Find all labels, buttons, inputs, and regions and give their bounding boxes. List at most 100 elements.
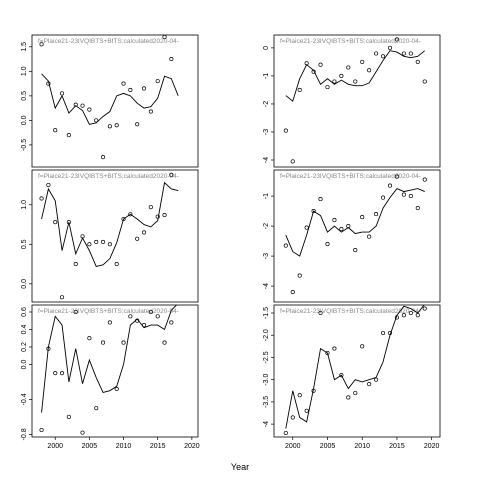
data-point (94, 118, 99, 123)
panel: f=Plaice21-23IVQIBTS+BITS;calculated2020… (263, 34, 441, 168)
x-tick-label: 2010 (354, 443, 370, 450)
x-tick-label: 2005 (82, 443, 98, 450)
y-tick-label: 0.5 (21, 91, 28, 101)
data-point (53, 371, 58, 376)
y-tick-label: 0.0 (21, 115, 28, 125)
plot-frame (273, 169, 441, 303)
y-tick-label: 0.5 (21, 239, 28, 249)
smooth-line (285, 305, 425, 429)
y-tick-label: -3.5 (263, 396, 270, 408)
data-point (100, 155, 106, 160)
data-point (408, 194, 413, 199)
data-point (360, 215, 365, 220)
data-point (297, 87, 302, 92)
panel-title: f=Plaice21-23IVQIBTS+BITS;calculated2020… (38, 173, 179, 180)
plot-area (283, 37, 427, 164)
data-point (60, 371, 65, 376)
data-point (121, 81, 126, 86)
data-point (374, 377, 379, 382)
data-point (87, 242, 92, 247)
y-tick-label: -0.8 (21, 428, 28, 440)
data-point (387, 183, 393, 188)
y-tick-label: -3 (263, 129, 270, 135)
data-point (53, 220, 58, 225)
data-point (283, 430, 288, 436)
data-point (107, 242, 112, 247)
data-point (87, 107, 92, 112)
data-point (46, 182, 51, 188)
data-point (128, 87, 133, 93)
data-point (100, 239, 106, 244)
y-tick-label: 0.0 (21, 279, 28, 289)
data-point (318, 62, 323, 67)
data-point (39, 427, 44, 433)
data-point (155, 79, 160, 84)
data-point (87, 336, 92, 341)
smooth-line (41, 181, 179, 267)
y-tick-label: -3 (263, 253, 270, 259)
data-point (283, 243, 288, 248)
data-point (422, 177, 427, 182)
data-point (339, 73, 344, 78)
panel: f=Plaice21-23IVQIBTS+BITS;calculated2020… (263, 304, 441, 450)
panel-title: f=Plaice21-23IVQIBTS+BITS;calculated2020… (280, 38, 421, 45)
data-point (94, 239, 99, 244)
data-point (408, 51, 413, 56)
panel: f=Plaice21-23IVQIBTS+BITS;calculated2020… (21, 304, 200, 450)
data-point (60, 295, 65, 300)
smooth-line (285, 188, 425, 257)
data-point (290, 290, 295, 295)
y-tick-label: 0.2 (21, 342, 28, 352)
plot-frame (31, 169, 199, 303)
plot-area (283, 174, 427, 295)
data-point (360, 344, 365, 349)
data-point (128, 314, 133, 319)
data-point (332, 346, 337, 351)
smooth-line (285, 50, 426, 102)
data-point (80, 103, 85, 108)
data-point (360, 59, 365, 64)
data-point (380, 195, 386, 200)
data-point (121, 340, 126, 345)
data-point (135, 122, 140, 127)
data-point (73, 102, 78, 107)
data-point (39, 196, 44, 201)
data-point (325, 242, 330, 247)
data-point (148, 309, 153, 315)
data-point (162, 213, 167, 218)
data-point (60, 91, 65, 96)
y-tick-label: -1.5 (263, 307, 270, 319)
data-point (367, 234, 372, 239)
data-point (394, 37, 399, 42)
data-point (380, 54, 386, 59)
data-point (128, 212, 133, 217)
data-point (141, 230, 147, 235)
data-point (346, 395, 351, 400)
data-point (114, 386, 119, 391)
data-point (100, 340, 106, 345)
data-point (353, 248, 358, 253)
data-point (290, 159, 295, 164)
x-tick-label: 2015 (389, 443, 405, 450)
y-tick-label: -0.5 (21, 139, 28, 151)
data-point (332, 79, 337, 84)
data-point (107, 320, 112, 325)
data-point (401, 51, 406, 56)
data-point (346, 65, 351, 70)
data-point (39, 42, 44, 47)
panel-title: f=Plaice21-23IVQIBTS+BITS;calculated2020… (38, 308, 179, 315)
data-point (169, 172, 174, 177)
data-point (66, 414, 71, 419)
data-point (297, 393, 302, 398)
data-point (394, 174, 399, 179)
data-point (353, 79, 358, 84)
smooth-line (41, 305, 178, 413)
data-point (325, 85, 330, 90)
data-point (94, 406, 99, 411)
data-point (53, 128, 58, 133)
y-tick-label: -4 (263, 157, 270, 163)
data-point (367, 68, 372, 73)
data-point (73, 309, 78, 315)
y-tick-label: 0.4 (21, 325, 28, 335)
data-point (408, 310, 413, 316)
